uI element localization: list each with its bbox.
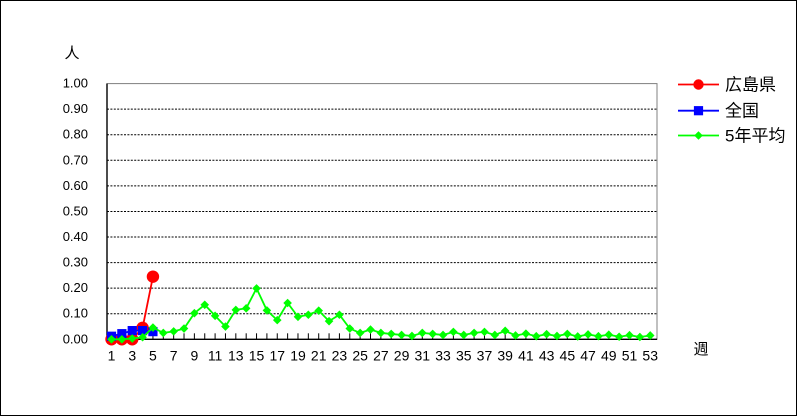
svg-text:広島県: 広島県 xyxy=(725,76,776,95)
svg-text:0.10: 0.10 xyxy=(63,306,88,321)
svg-text:17: 17 xyxy=(269,347,285,363)
svg-text:35: 35 xyxy=(456,347,472,363)
svg-text:0.40: 0.40 xyxy=(63,229,88,244)
svg-text:1.00: 1.00 xyxy=(63,76,88,91)
svg-text:人: 人 xyxy=(64,45,79,62)
svg-text:53: 53 xyxy=(642,347,658,363)
svg-text:11: 11 xyxy=(208,347,223,363)
svg-text:0.70: 0.70 xyxy=(63,152,88,167)
svg-text:5: 5 xyxy=(149,347,157,363)
svg-text:9: 9 xyxy=(190,347,198,363)
svg-text:0.00: 0.00 xyxy=(63,331,88,346)
svg-text:0.80: 0.80 xyxy=(63,127,88,142)
svg-text:47: 47 xyxy=(580,347,596,363)
svg-text:37: 37 xyxy=(477,347,493,363)
svg-text:0.20: 0.20 xyxy=(63,280,88,295)
svg-text:19: 19 xyxy=(290,347,306,363)
svg-text:0.50: 0.50 xyxy=(63,203,88,218)
svg-text:21: 21 xyxy=(311,347,327,363)
svg-text:0.30: 0.30 xyxy=(63,255,88,270)
svg-text:45: 45 xyxy=(560,347,576,363)
svg-text:49: 49 xyxy=(601,347,617,363)
svg-text:39: 39 xyxy=(497,347,513,363)
svg-text:25: 25 xyxy=(352,347,368,363)
svg-text:33: 33 xyxy=(435,347,451,363)
svg-text:31: 31 xyxy=(415,347,431,363)
svg-text:27: 27 xyxy=(373,347,389,363)
svg-text:23: 23 xyxy=(332,347,348,363)
svg-text:0.90: 0.90 xyxy=(63,101,88,116)
svg-text:7: 7 xyxy=(170,347,178,363)
svg-text:41: 41 xyxy=(518,347,534,363)
svg-text:51: 51 xyxy=(622,347,638,363)
svg-text:1: 1 xyxy=(108,347,116,363)
svg-text:5年平均: 5年平均 xyxy=(725,127,785,146)
svg-text:29: 29 xyxy=(394,347,410,363)
svg-text:15: 15 xyxy=(249,347,265,363)
svg-text:週: 週 xyxy=(693,341,708,358)
svg-text:13: 13 xyxy=(228,347,244,363)
svg-text:43: 43 xyxy=(539,347,555,363)
svg-text:0.60: 0.60 xyxy=(63,178,88,193)
svg-text:3: 3 xyxy=(128,347,136,363)
svg-text:全国: 全国 xyxy=(725,102,759,121)
